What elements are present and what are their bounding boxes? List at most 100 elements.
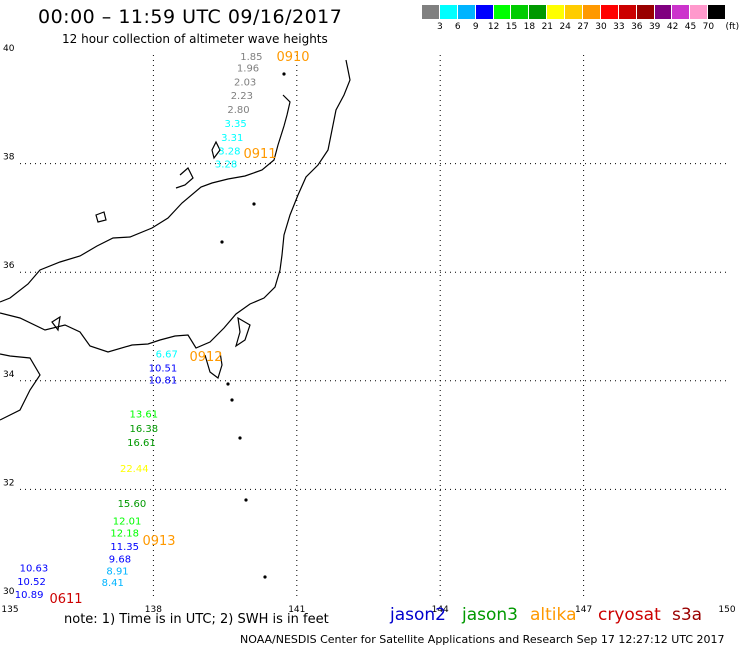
scale-label: 42 xyxy=(666,22,679,32)
wave-height-value: 1.96 xyxy=(237,63,259,74)
map-title: 00:00 – 11:59 UTC 09/16/2017 xyxy=(38,6,343,28)
wave-height-value: 15.60 xyxy=(118,499,147,510)
wave-height-value: 12.18 xyxy=(110,529,139,540)
wave-height-value: 2.23 xyxy=(231,91,253,102)
lat-tick-label: 30 xyxy=(3,587,15,597)
wave-height-value: 8.91 xyxy=(106,567,128,578)
wave-height-value: 2.03 xyxy=(234,77,256,88)
wave-height-value: 9.68 xyxy=(109,555,131,566)
credit-line: NOAA/NESDIS Center for Satellite Applica… xyxy=(240,633,725,646)
wave-height-value: 6.67 xyxy=(156,349,178,360)
lon-tick-label: 135 xyxy=(1,605,18,615)
honshu-coastline xyxy=(0,59,351,353)
lon-tick-label: 138 xyxy=(145,605,162,615)
scale-label: 21 xyxy=(541,22,554,32)
scale-label: 39 xyxy=(648,22,661,32)
wave-height-value: 16.61 xyxy=(127,438,156,449)
pass-time-label: 0913 xyxy=(142,534,175,549)
scale-swatch xyxy=(583,5,601,19)
island-dot xyxy=(282,72,286,76)
wave-height-value: 10.51 xyxy=(149,364,178,375)
pass-time-label: 0910 xyxy=(276,50,309,65)
scale-swatch xyxy=(439,5,458,19)
scale-label: 18 xyxy=(523,22,536,32)
scale-swatch xyxy=(547,5,566,19)
wave-height-value: 16.38 xyxy=(130,424,159,435)
lat-tick-label: 32 xyxy=(3,478,14,488)
wave-height-value: 8.41 xyxy=(102,578,124,589)
awaji-island xyxy=(51,315,61,332)
legend-entry: jason3 xyxy=(462,605,518,625)
map-subtitle: 12 hour collection of altimeter wave hei… xyxy=(62,32,328,46)
island-dot xyxy=(238,436,242,440)
scale-swatch xyxy=(457,5,476,19)
legend-entry: altika xyxy=(530,605,577,625)
wave-height-value: 10.63 xyxy=(20,563,49,574)
boso-peninsula xyxy=(234,316,251,348)
scale-swatch xyxy=(618,5,637,19)
izu-islands xyxy=(220,72,286,579)
scale-swatch xyxy=(708,5,727,19)
scale-swatch xyxy=(511,5,530,19)
scale-swatch xyxy=(600,5,619,19)
legend-entry: cryosat xyxy=(598,605,661,625)
lon-tick-label: 141 xyxy=(288,605,305,615)
graticule: 135 138 141 144 147 150 30 32 34 36 38 40 xyxy=(1,44,735,615)
lon-tick-label: 150 xyxy=(718,605,735,615)
scale-label: 12 xyxy=(487,22,500,32)
island-dot xyxy=(226,382,230,386)
scale-label: 45 xyxy=(684,22,697,32)
island-dot xyxy=(263,575,267,579)
pass-time-label: 0912 xyxy=(189,350,222,365)
wave-height-value: 12.01 xyxy=(113,517,142,528)
island-dot xyxy=(252,202,256,206)
scale-label: 9 xyxy=(472,22,479,32)
wave-height-value: 2.80 xyxy=(227,105,249,116)
wave-height-value: 3.28 xyxy=(218,146,240,157)
lat-tick-label: 40 xyxy=(3,44,15,54)
scale-label: 27 xyxy=(577,22,589,32)
wave-height-value: 10.89 xyxy=(15,590,44,601)
scale-swatch xyxy=(529,5,548,19)
wave-height-value: 11.35 xyxy=(110,542,139,553)
lat-tick-label: 38 xyxy=(3,153,15,163)
scale-label: 36 xyxy=(631,22,643,32)
scale-swatch xyxy=(422,5,440,19)
oki-island xyxy=(95,211,107,223)
wave-height-color-scale xyxy=(422,5,727,19)
lon-tick-label: 147 xyxy=(575,605,592,615)
lon-tick-label: 144 xyxy=(432,605,449,615)
legend-entry: jason2 xyxy=(390,605,446,625)
wave-height-value: 3.31 xyxy=(221,133,243,144)
izu-peninsula xyxy=(204,351,223,379)
wave-height-value: 3.28 xyxy=(215,159,237,170)
scale-label: 6 xyxy=(454,22,461,32)
scale-swatch xyxy=(475,5,494,19)
lat-tick-label: 36 xyxy=(3,261,15,271)
island-dot xyxy=(230,398,234,402)
scale-swatch xyxy=(636,5,655,19)
coastline xyxy=(0,59,351,421)
wave-height-value: 10.52 xyxy=(17,577,46,588)
scale-label: 70 xyxy=(702,22,715,32)
noto-peninsula xyxy=(175,167,194,189)
wave-height-value: 13.61 xyxy=(130,410,159,421)
sado-island xyxy=(211,140,221,160)
island-dot xyxy=(220,240,224,244)
wave-height-value: 10.81 xyxy=(149,376,178,387)
scale-label: 30 xyxy=(595,22,607,32)
scale-swatch xyxy=(565,5,584,19)
lat-tick-label: 34 xyxy=(3,370,15,380)
wave-height-value: 3.35 xyxy=(224,119,246,130)
scale-label: 24 xyxy=(559,22,571,32)
scale-label: 15 xyxy=(505,22,518,32)
scale-swatch xyxy=(672,5,691,19)
legend-entry: s3a xyxy=(672,605,703,625)
scale-swatch xyxy=(690,5,709,19)
pass-time-label: 0611 xyxy=(49,592,82,607)
wave-height-value: 1.85 xyxy=(240,52,262,63)
scale-label: (ft) xyxy=(725,22,740,32)
scale-swatch xyxy=(654,5,673,19)
